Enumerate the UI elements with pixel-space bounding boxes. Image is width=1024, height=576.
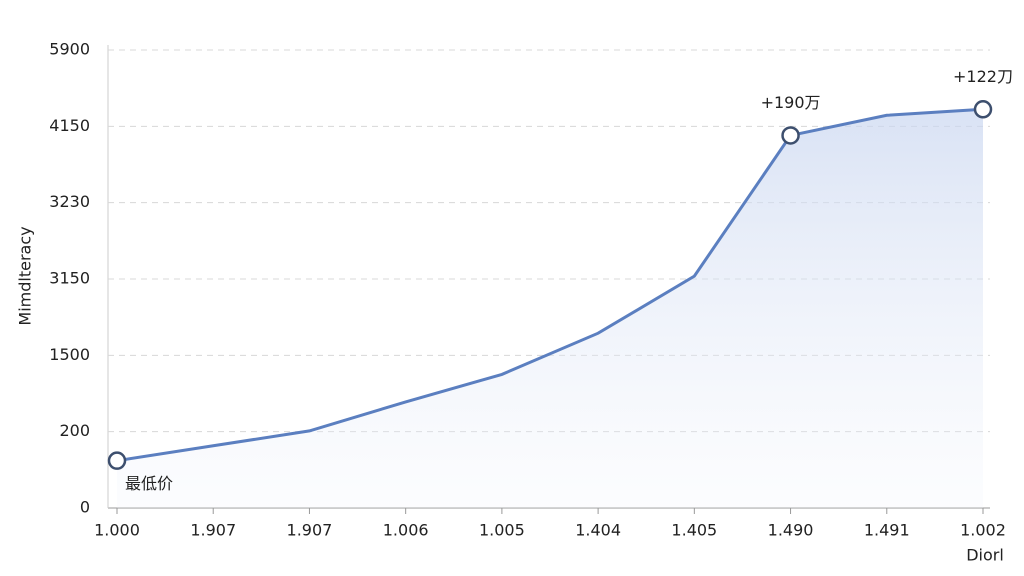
annotation: +190万 (761, 93, 821, 112)
x-axis-label: Diorl (966, 546, 1004, 565)
annotation: +122刀 (953, 67, 1013, 86)
point-marker (781, 126, 800, 145)
point-marker (107, 451, 127, 470)
annotation: 最低价 (125, 474, 173, 493)
y-tick-label: 1500 (49, 345, 90, 364)
y-tick-label: 3150 (49, 269, 90, 288)
y-axis-label: Mimdlteracy (16, 226, 35, 325)
x-tick-label: 1.005 (479, 521, 525, 540)
line (116, 107, 984, 463)
x-tick-label: 1.491 (864, 521, 910, 540)
y-tick-label: 200 (59, 421, 90, 440)
y-tick-label: 5900 (49, 40, 90, 59)
y-tick-label: 3230 (49, 192, 90, 211)
point-marker (973, 100, 993, 119)
x-tick-label: 1.405 (671, 521, 717, 540)
x-tick-label: 1.002 (960, 521, 1006, 540)
x-tick-label: 1.404 (575, 521, 621, 540)
x-tick-label: 1.907 (190, 521, 236, 540)
x-tick-label: 1.006 (383, 521, 429, 540)
area (117, 109, 983, 508)
x-tick-label: 1.490 (768, 521, 814, 540)
x-tick-label: 1.907 (287, 521, 333, 540)
x-tick-label: 1.000 (94, 521, 140, 540)
y-tick-label: 4150 (49, 116, 90, 135)
y-tick-label: 0 (80, 498, 90, 517)
